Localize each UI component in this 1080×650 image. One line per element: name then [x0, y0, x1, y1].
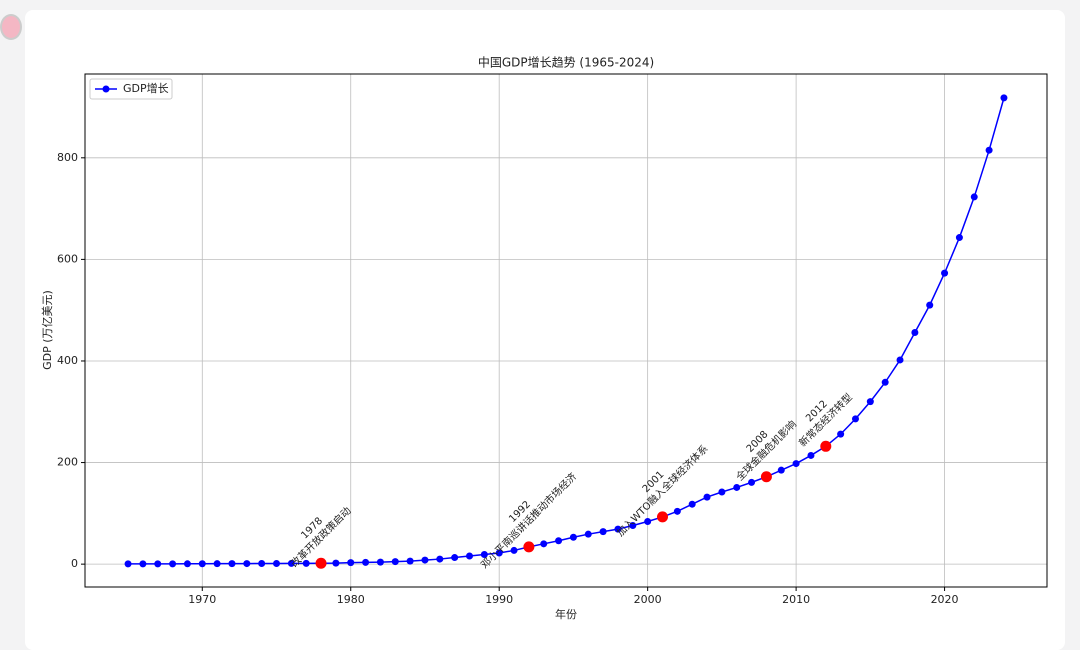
annotation-text: 新常态经济转型 — [796, 391, 855, 450]
plot-frame — [84, 73, 1048, 588]
point — [629, 522, 637, 530]
point — [347, 559, 355, 567]
point — [1000, 94, 1008, 102]
point — [777, 466, 785, 474]
point — [807, 451, 815, 459]
point — [837, 430, 845, 438]
point — [748, 478, 756, 486]
point — [302, 559, 310, 567]
y-axis-label: GDP (万亿美元) — [41, 290, 54, 370]
legend-box — [89, 78, 173, 100]
point — [584, 530, 592, 538]
point — [198, 560, 206, 568]
point — [495, 549, 503, 557]
point — [970, 193, 978, 201]
point — [599, 528, 607, 536]
page: {"header": {"name": "图灵"}, "chart_data":… — [0, 10, 1065, 650]
annotation-text: 邓小平南巡讲话推动市场经济 — [478, 470, 579, 571]
point — [183, 560, 191, 568]
point — [569, 533, 577, 541]
avatar — [0, 14, 22, 40]
x-tick-label: 2020 — [931, 593, 959, 606]
event-point — [315, 557, 327, 569]
point — [941, 269, 949, 277]
x-tick-label: 1990 — [485, 593, 513, 606]
point — [480, 550, 488, 558]
point — [881, 378, 889, 386]
event-point — [656, 511, 668, 523]
point — [851, 415, 859, 423]
line — [128, 97, 1005, 565]
point — [540, 540, 548, 548]
point — [451, 554, 459, 562]
point — [421, 556, 429, 564]
point — [733, 483, 741, 491]
chart-title: 中国GDP增长趋势 (1965-2024) — [478, 55, 654, 70]
point — [287, 559, 295, 567]
y-tick-label: 400 — [57, 354, 78, 367]
point — [688, 500, 696, 508]
annotation-text: 加入WTO融入全球经济体系 — [614, 442, 711, 539]
point — [718, 488, 726, 496]
x-tick-label: 1980 — [337, 593, 365, 606]
y-tick-label: 200 — [57, 456, 78, 469]
point — [273, 559, 281, 567]
point — [555, 537, 563, 545]
point — [911, 329, 919, 337]
point — [436, 555, 444, 563]
point — [792, 460, 800, 468]
point — [391, 558, 399, 566]
point — [926, 301, 934, 309]
point — [406, 557, 414, 565]
legend-label: GDP增长 — [123, 81, 169, 95]
y-tick-label: 600 — [57, 252, 78, 265]
point — [985, 146, 993, 154]
y-tick-label: 800 — [57, 151, 78, 164]
point — [703, 493, 711, 501]
point — [139, 560, 147, 568]
x-tick-label: 2010 — [782, 593, 810, 606]
point — [955, 234, 963, 242]
point — [124, 560, 132, 568]
point — [866, 398, 874, 406]
point — [896, 356, 904, 364]
point — [332, 559, 340, 567]
point — [466, 552, 474, 560]
point — [362, 558, 370, 566]
legend-marker — [102, 85, 110, 93]
point — [213, 560, 221, 568]
point — [376, 558, 384, 566]
y-tick-label: 0 — [71, 557, 78, 570]
event-point — [760, 471, 772, 483]
point — [644, 517, 652, 525]
chart: 中国GDP增长趋势 (1965-2024) 年份 GDP (万亿美元) 0 200… — [41, 55, 1048, 621]
x-tick-label: 2000 — [634, 593, 662, 606]
point — [614, 525, 622, 533]
point — [243, 560, 251, 568]
x-axis-label: 年份 — [555, 607, 577, 621]
point — [673, 507, 681, 515]
point — [228, 560, 236, 568]
point — [510, 546, 518, 554]
point — [154, 560, 162, 568]
x-tick-label: 1970 — [188, 593, 216, 606]
point — [169, 560, 177, 568]
event-point — [523, 541, 535, 553]
point — [258, 560, 266, 568]
event-point — [820, 440, 832, 452]
